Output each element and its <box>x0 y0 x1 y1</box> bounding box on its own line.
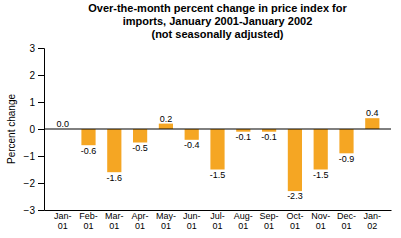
x-tick: Nov-01 <box>311 210 330 231</box>
data-label: -2.3 <box>287 191 303 201</box>
x-axis: Jan-01 Feb-01 Mar-01 Apr-01 May-01 Jun-01 Jul-… <box>45 210 392 231</box>
bar <box>288 129 302 191</box>
x-tick: Jul-01 <box>210 210 225 231</box>
title-line: Over-the-month percent change in price i… <box>88 2 347 14</box>
y-tick: 1 <box>29 97 44 108</box>
data-label: -0.5 <box>132 143 148 153</box>
x-tick: Aug-01 <box>234 210 253 231</box>
y-tick-label: −3 <box>24 205 36 216</box>
bar <box>339 129 353 153</box>
y-axis-line <box>38 49 45 211</box>
x-tick-label: Nov-01 <box>311 211 330 230</box>
x-tick-label-line: 01 <box>109 221 119 231</box>
x-tick: Dec-01 <box>337 210 356 231</box>
x-tick-label-line: 01 <box>264 221 274 231</box>
y-tick-mark <box>38 75 44 76</box>
x-tick: Jan-02 <box>364 210 382 231</box>
title-line: imports, January 2001-January 2002 <box>123 15 313 27</box>
bar <box>210 129 224 170</box>
y-tick: −3 <box>24 205 44 216</box>
plot: −3−2−10123Jan-01Feb-01Mar-01Apr-01May-01… <box>24 43 392 231</box>
y-tick-label: −2 <box>24 178 36 189</box>
y-tick: 2 <box>29 70 44 81</box>
x-tick-label-line: 01 <box>316 221 326 231</box>
x-tick-label: Jan-01 <box>54 211 72 230</box>
x-tick-label-line: 01 <box>238 221 248 231</box>
x-tick-label-line: 01 <box>161 221 171 231</box>
bar <box>365 118 379 129</box>
data-label: -0.6 <box>81 146 97 156</box>
x-tick-label-line: 01 <box>58 221 68 231</box>
data-label: -1.5 <box>313 170 329 180</box>
x-tick-label-line: 02 <box>367 221 377 231</box>
y-tick-label: −1 <box>24 151 36 162</box>
bar <box>107 129 121 172</box>
x-tick-label-line: 01 <box>341 221 351 231</box>
y-tick-label: 3 <box>29 43 35 54</box>
y-axis: −3 −2 −1 0 1 2 3 <box>24 43 45 216</box>
x-tick-label: Jun-01 <box>183 211 201 230</box>
y-tick-mark <box>38 129 44 130</box>
y-tick-label: 1 <box>29 97 35 108</box>
x-tick-label-line: 01 <box>83 221 93 231</box>
x-tick-label: Jan-02 <box>364 211 382 230</box>
x-tick-label: Jul-01 <box>210 211 225 230</box>
bar <box>314 129 328 170</box>
x-tick: Oct-01 <box>286 210 303 231</box>
data-label: -0.9 <box>339 154 355 164</box>
y-tick: 3 <box>29 43 44 54</box>
data-label: -0.4 <box>184 140 200 150</box>
title: Over-the-month percent change in price i… <box>88 2 347 40</box>
y-tick: −2 <box>24 178 44 189</box>
bar <box>185 129 199 140</box>
x-tick: Jan-01 <box>54 210 72 231</box>
title-line: (not seasonally adjusted) <box>151 28 283 40</box>
x-tick: Sep-01 <box>260 210 279 231</box>
x-tick: Feb-01 <box>79 210 98 231</box>
x-tick: May-01 <box>156 210 176 231</box>
x-tick-label: Dec-01 <box>337 211 356 230</box>
y-axis-title: Percent change <box>6 94 17 164</box>
x-tick-label: Mar-01 <box>105 211 124 230</box>
y-tick-label: 0 <box>29 124 35 135</box>
x-tick-label-line: 01 <box>187 221 197 231</box>
y-tick-mark <box>38 102 44 103</box>
x-tick-label: Sep-01 <box>260 211 279 230</box>
x-tick: Apr-01 <box>132 210 149 231</box>
x-tick: Jun-01 <box>183 210 201 231</box>
data-labels: 0.0 -0.6 -1.6 -0.5 0.2 -0.4 -1.5 -0.1 -0.1 -2.3 -1… <box>56 108 378 201</box>
x-tick-label: Feb-01 <box>79 211 98 230</box>
x-tick-label-line: 01 <box>212 221 222 231</box>
zero-line <box>44 129 391 130</box>
x-tick-label: Apr-01 <box>132 211 149 230</box>
x-tick-label: Aug-01 <box>234 211 253 230</box>
data-label: -1.5 <box>210 170 226 180</box>
bar <box>133 129 147 143</box>
data-label: -0.1 <box>236 132 252 142</box>
chart: −3−2−10123Jan-01Feb-01Mar-01Apr-01May-01… <box>0 0 401 238</box>
data-label: 0.2 <box>160 114 173 124</box>
y-tick-mark <box>38 156 44 157</box>
data-label: -0.1 <box>261 132 277 142</box>
x-tick: Mar-01 <box>105 210 124 231</box>
bar <box>159 124 173 129</box>
y-tick-mark <box>38 183 44 184</box>
y-tick-mark <box>38 210 44 211</box>
x-tick-label-line: 01 <box>135 221 145 231</box>
y-tick-label: 2 <box>29 70 35 81</box>
data-label: 0.4 <box>366 108 379 118</box>
y-tick: 0 <box>29 124 44 135</box>
x-tick-label-line: 01 <box>290 221 300 231</box>
x-tick-label: May-01 <box>156 211 176 230</box>
bar <box>81 129 95 145</box>
y-tick: −1 <box>24 151 44 162</box>
x-tick-label: Oct-01 <box>286 211 303 230</box>
y-tick-mark <box>38 48 44 49</box>
data-label: -1.6 <box>107 173 123 183</box>
data-label: 0.0 <box>56 119 69 129</box>
